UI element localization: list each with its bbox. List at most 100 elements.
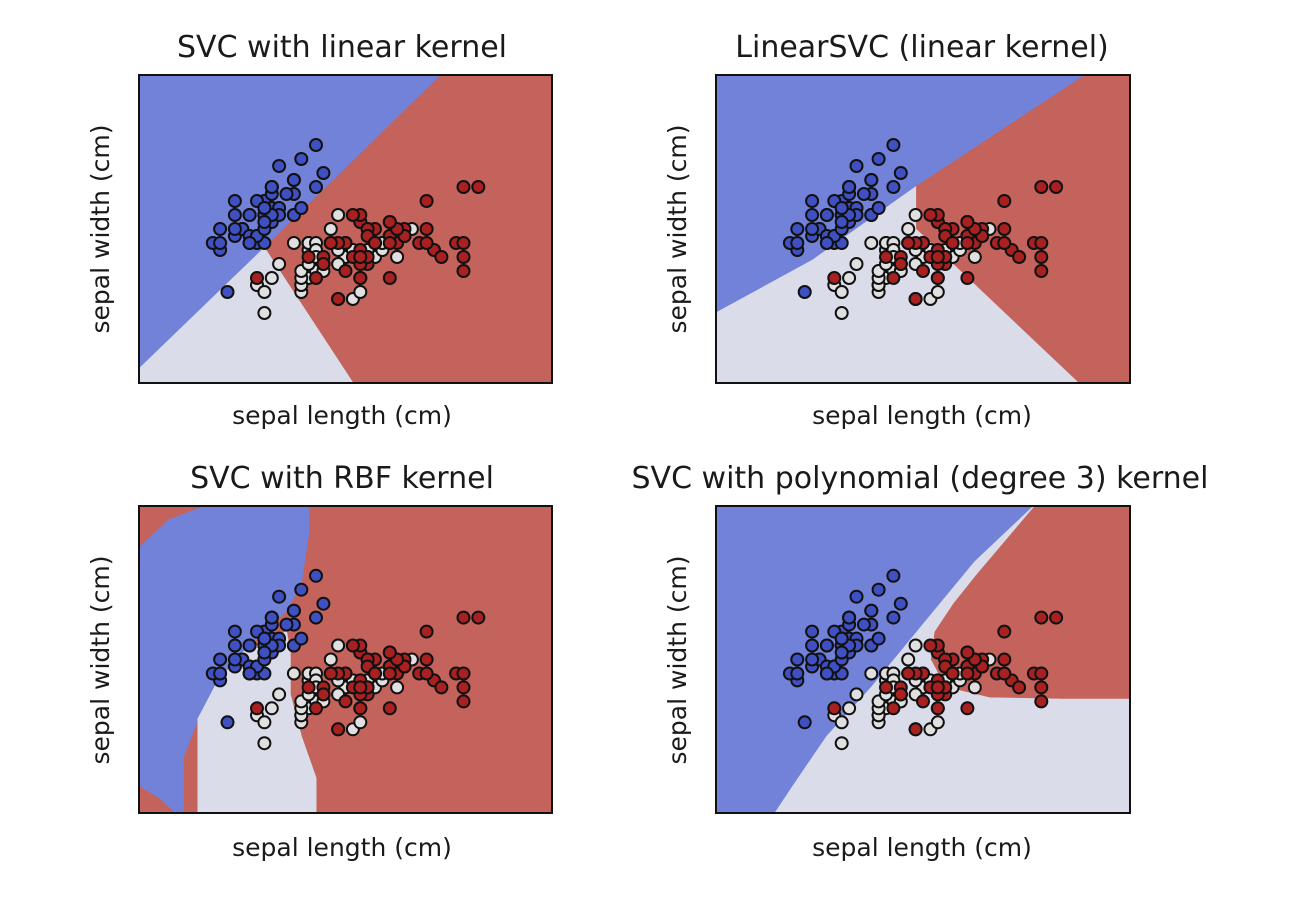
panel-svc-rbf: SVC with RBF kernel sepal length (cm) se… [86, 461, 553, 862]
x-axis-label: sepal length (cm) [232, 401, 452, 430]
data-point-virginica [960, 645, 975, 660]
data-point-setosa [856, 617, 871, 632]
data-point-setosa [257, 201, 272, 215]
data-point-setosa [286, 173, 301, 187]
data-point-setosa [842, 610, 857, 625]
data-point-virginica [382, 271, 397, 285]
panel-title: SVC with linear kernel [177, 30, 507, 65]
data-point-virginica [456, 180, 471, 194]
data-point-virginica [382, 701, 397, 716]
data-point-setosa [805, 652, 820, 667]
data-point-setosa [797, 285, 812, 299]
data-point-virginica [456, 694, 471, 709]
data-point-virginica [930, 271, 945, 285]
plot-frame [138, 505, 553, 814]
data-point-setosa [227, 194, 242, 208]
data-point-virginica [456, 666, 471, 681]
data-point-setosa [316, 596, 331, 611]
data-point-versicolor [272, 257, 287, 271]
data-point-setosa [309, 138, 323, 152]
data-point-virginica [323, 236, 338, 250]
data-point-virginica [1012, 680, 1027, 695]
data-point-virginica [893, 687, 908, 702]
data-point-setosa [834, 215, 849, 229]
data-point-virginica [471, 180, 486, 194]
data-point-setosa [805, 638, 820, 653]
data-point-virginica [419, 222, 434, 236]
plot-frame [715, 505, 1131, 814]
data-point-virginica [382, 666, 397, 681]
plot-frame [138, 74, 553, 384]
data-point-virginica [1034, 236, 1049, 250]
decision-regions [716, 506, 1130, 813]
data-point-virginica [1049, 610, 1064, 625]
data-point-versicolor [908, 208, 923, 222]
data-point-virginica [997, 236, 1012, 250]
data-point-versicolor [390, 250, 405, 264]
data-point-versicolor [257, 285, 272, 299]
data-point-virginica [434, 250, 449, 264]
data-point-setosa [864, 603, 879, 618]
data-point-setosa [294, 631, 309, 646]
data-point-virginica [1034, 264, 1049, 278]
data-point-virginica [471, 610, 486, 625]
data-point-virginica [886, 271, 901, 285]
data-point-versicolor [390, 680, 405, 695]
data-point-setosa [805, 194, 820, 208]
data-point-setosa [242, 638, 257, 653]
data-point-setosa [819, 638, 834, 653]
data-point-versicolor [331, 208, 346, 222]
data-point-virginica [301, 250, 316, 264]
data-point-setosa [242, 208, 257, 222]
data-point-setosa [272, 589, 287, 604]
data-point-setosa [790, 222, 805, 236]
data-point-virginica [338, 694, 353, 709]
decision-regions [716, 75, 1130, 383]
data-point-virginica [1034, 610, 1049, 625]
data-point-versicolor [286, 666, 301, 681]
data-point-versicolor [930, 715, 945, 730]
data-point-setosa [213, 652, 228, 667]
data-point-virginica [827, 271, 842, 285]
data-points [782, 138, 1064, 320]
data-point-virginica [353, 701, 368, 716]
data-point-virginica [456, 264, 471, 278]
data-point-virginica [930, 680, 945, 695]
data-point-virginica [960, 701, 975, 716]
data-point-virginica [382, 645, 397, 660]
data-point-virginica [301, 680, 316, 695]
data-point-virginica [368, 236, 382, 250]
data-point-virginica [923, 208, 938, 222]
data-point-setosa [871, 631, 886, 646]
data-point-versicolor [323, 652, 338, 667]
data-point-versicolor [834, 736, 849, 751]
data-point-versicolor [286, 236, 301, 250]
data-point-versicolor [331, 638, 346, 653]
data-point-virginica [879, 250, 893, 264]
data-point-virginica [331, 722, 346, 737]
plot-frame [715, 74, 1131, 384]
data-point-setosa [264, 610, 279, 625]
panel-svc-linear: SVC with linear kernel sepal length (cm)… [86, 30, 553, 430]
data-point-virginica [960, 666, 975, 681]
data-point-setosa [309, 610, 323, 625]
decision-region-versicolor [716, 186, 1080, 383]
data-point-setosa [257, 645, 272, 660]
data-point-virginica [309, 271, 323, 285]
data-point-setosa [294, 152, 309, 166]
data-point-versicolor [842, 271, 857, 285]
data-point-versicolor [834, 715, 849, 730]
data-point-virginica [382, 215, 397, 229]
data-points [205, 138, 486, 320]
data-point-setosa [805, 624, 820, 639]
data-point-setosa [309, 568, 323, 583]
data-point-virginica [997, 652, 1012, 667]
data-point-setosa [213, 236, 228, 250]
data-point-virginica [827, 701, 842, 716]
data-point-virginica [316, 687, 331, 702]
data-point-versicolor [323, 222, 338, 236]
data-point-setosa [819, 666, 834, 681]
data-point-setosa [227, 624, 242, 639]
y-axis-label: sepal width (cm) [86, 125, 115, 334]
